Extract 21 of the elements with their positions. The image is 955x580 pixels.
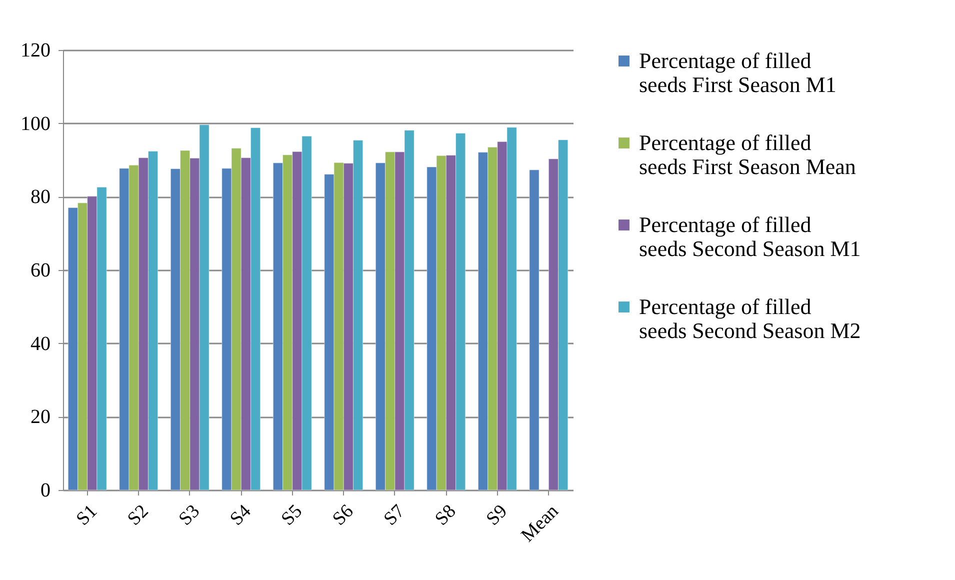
legend-label: Percentage of filled seeds First Season Mean bbox=[639, 130, 856, 179]
x-tick-label: S8 bbox=[431, 500, 460, 530]
x-tick-label: S4 bbox=[226, 500, 256, 530]
x-tick-label: S6 bbox=[328, 500, 358, 530]
y-tick-label: 60 bbox=[30, 260, 50, 282]
x-tick-label: S7 bbox=[380, 500, 410, 530]
y-tick-label: 120 bbox=[20, 40, 50, 62]
legend-label: Percentage of filled seeds First Season M1 bbox=[639, 48, 836, 97]
x-tick-label: S2 bbox=[124, 500, 153, 530]
x-tick-label: S1 bbox=[72, 500, 102, 530]
x-tick-label: S5 bbox=[277, 500, 307, 530]
y-tick-label: 20 bbox=[30, 406, 50, 428]
y-tick-label: 80 bbox=[30, 186, 50, 208]
legend-label: Percentage of filled seeds Second Season M1 bbox=[639, 212, 861, 261]
y-tick-label: 40 bbox=[30, 332, 50, 355]
x-tick-label: S3 bbox=[174, 500, 204, 530]
y-tick-label: 100 bbox=[20, 112, 50, 135]
bar bbox=[529, 170, 540, 490]
x-tick-label: S9 bbox=[482, 500, 512, 530]
y-tick-label: 0 bbox=[40, 480, 50, 502]
legend-label: Percentage of filled seeds Second Season M2 bbox=[639, 294, 861, 343]
